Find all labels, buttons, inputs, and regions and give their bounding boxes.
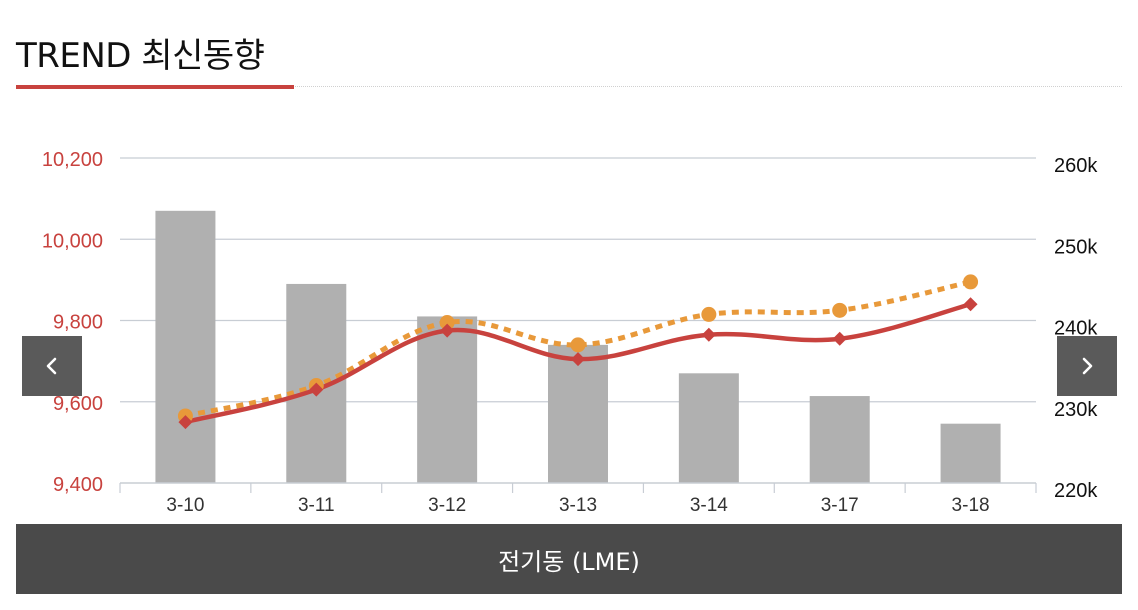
x-tick-label: 3-10 xyxy=(166,495,204,516)
series-point-diamond xyxy=(178,415,193,430)
title-divider xyxy=(16,86,1122,87)
series-point-circle xyxy=(701,306,717,322)
chevron-right-icon xyxy=(1082,357,1093,375)
series-point-circle xyxy=(439,315,455,331)
series-point-diamond xyxy=(571,352,585,367)
bar xyxy=(809,396,870,483)
bar xyxy=(548,344,608,483)
left-tick-label: 9,800 xyxy=(53,312,103,334)
chevron-left-icon xyxy=(46,357,57,375)
right-tick-label: 250k xyxy=(1054,236,1098,258)
left-tick-label: 9,400 xyxy=(53,474,103,496)
x-tick-label: 3-17 xyxy=(821,495,859,516)
series-point-diamond xyxy=(832,331,847,346)
series-point-diamond xyxy=(963,297,978,312)
bar xyxy=(417,316,478,483)
trend-chart: 3-10 3-11 3-12 3-13 3-14 3-17 3-18 10,200 10,000… xyxy=(42,149,1099,516)
right-tick-label: 230k xyxy=(1054,399,1098,421)
page-title: TREND 최신동향 xyxy=(16,36,265,76)
next-button[interactable] xyxy=(1057,336,1117,396)
right-tick-label: 260k xyxy=(1054,155,1098,177)
left-tick-label: 10,200 xyxy=(42,149,103,171)
x-tick-label: 3-13 xyxy=(559,495,597,516)
series-point-circle xyxy=(570,337,586,353)
left-tick-label: 10,000 xyxy=(42,230,103,252)
series-point-diamond xyxy=(309,382,324,397)
bar xyxy=(678,373,739,483)
series-point-diamond xyxy=(440,323,455,338)
prev-button[interactable] xyxy=(22,336,82,396)
title-underline xyxy=(16,85,294,89)
right-tick-label: 220k xyxy=(1054,480,1098,502)
series-point-circle xyxy=(832,302,848,318)
x-tick-label: 3-18 xyxy=(952,495,990,516)
series-point-circle xyxy=(963,274,979,290)
x-tick-label: 3-14 xyxy=(690,495,728,516)
commodity-label-bar: 전기동 (LME) xyxy=(16,524,1122,594)
right-tick-label: 240k xyxy=(1054,318,1098,340)
bar xyxy=(155,210,216,483)
left-tick-label: 9,600 xyxy=(53,393,103,415)
x-tick-label: 3-12 xyxy=(428,495,466,516)
commodity-label: 전기동 (LME) xyxy=(498,547,640,576)
x-tick-label: 3-11 xyxy=(298,495,335,516)
bar xyxy=(940,423,1001,483)
series-point-diamond xyxy=(701,327,716,342)
